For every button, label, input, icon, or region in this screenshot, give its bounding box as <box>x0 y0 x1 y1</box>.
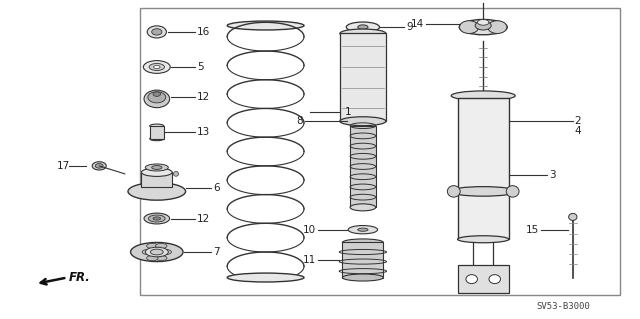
Ellipse shape <box>156 256 167 261</box>
Ellipse shape <box>358 25 368 29</box>
Bar <box>141 172 172 187</box>
Ellipse shape <box>152 29 162 35</box>
Ellipse shape <box>173 171 179 176</box>
Ellipse shape <box>95 164 103 168</box>
Text: 12: 12 <box>197 92 211 102</box>
Ellipse shape <box>150 124 164 128</box>
Ellipse shape <box>150 137 164 141</box>
Text: 10: 10 <box>303 225 316 235</box>
Ellipse shape <box>451 91 515 100</box>
Ellipse shape <box>227 273 304 282</box>
Text: SV53-B3000: SV53-B3000 <box>536 302 590 311</box>
Ellipse shape <box>148 215 165 222</box>
Ellipse shape <box>358 228 368 231</box>
Text: 9: 9 <box>406 22 413 32</box>
Text: FR.: FR. <box>69 271 91 284</box>
Ellipse shape <box>128 182 186 200</box>
Ellipse shape <box>475 21 492 30</box>
Ellipse shape <box>149 63 164 70</box>
Ellipse shape <box>156 243 167 249</box>
Text: 12: 12 <box>197 213 211 224</box>
Ellipse shape <box>569 213 577 220</box>
Ellipse shape <box>150 249 163 255</box>
Ellipse shape <box>450 187 516 196</box>
Text: 13: 13 <box>197 127 211 137</box>
Ellipse shape <box>460 19 507 35</box>
Ellipse shape <box>342 274 383 281</box>
Ellipse shape <box>144 90 170 108</box>
Bar <box>340 33 386 121</box>
Text: 3: 3 <box>549 170 556 181</box>
Ellipse shape <box>346 22 380 32</box>
Text: 16: 16 <box>197 27 211 37</box>
Ellipse shape <box>141 168 172 176</box>
Ellipse shape <box>143 61 170 73</box>
Ellipse shape <box>148 92 166 103</box>
Text: 15: 15 <box>525 225 539 235</box>
Ellipse shape <box>342 239 383 246</box>
Bar <box>458 265 509 293</box>
Ellipse shape <box>488 21 507 33</box>
Ellipse shape <box>145 247 168 257</box>
Ellipse shape <box>460 21 479 33</box>
Text: 8: 8 <box>297 116 303 126</box>
Text: 11: 11 <box>303 255 316 265</box>
Ellipse shape <box>466 275 477 284</box>
Text: 4: 4 <box>575 126 581 136</box>
Ellipse shape <box>92 162 106 170</box>
Text: 6: 6 <box>213 183 220 193</box>
Ellipse shape <box>144 213 170 224</box>
Bar <box>140 8 620 295</box>
Text: 7: 7 <box>213 247 220 257</box>
Ellipse shape <box>153 92 161 96</box>
Ellipse shape <box>227 21 304 30</box>
Bar <box>342 242 383 278</box>
Text: 17: 17 <box>57 161 70 171</box>
Ellipse shape <box>145 164 168 171</box>
Ellipse shape <box>147 26 166 38</box>
Ellipse shape <box>348 226 378 234</box>
Ellipse shape <box>350 204 376 211</box>
Ellipse shape <box>147 243 158 249</box>
Ellipse shape <box>152 166 162 169</box>
Ellipse shape <box>477 19 489 25</box>
Ellipse shape <box>147 256 158 261</box>
Ellipse shape <box>340 29 386 38</box>
Text: 5: 5 <box>197 62 204 72</box>
Ellipse shape <box>447 186 460 197</box>
Bar <box>350 126 376 207</box>
Ellipse shape <box>142 249 154 255</box>
Ellipse shape <box>160 249 172 255</box>
Ellipse shape <box>153 217 161 220</box>
Ellipse shape <box>458 236 509 243</box>
Text: 2: 2 <box>575 116 581 126</box>
Ellipse shape <box>340 117 386 126</box>
Text: 14: 14 <box>410 19 424 29</box>
Ellipse shape <box>506 186 519 197</box>
Ellipse shape <box>154 65 160 69</box>
Ellipse shape <box>489 275 500 284</box>
Text: 1: 1 <box>344 107 351 117</box>
Ellipse shape <box>141 172 172 182</box>
Bar <box>458 98 509 239</box>
Bar <box>150 126 164 139</box>
Ellipse shape <box>131 242 183 262</box>
